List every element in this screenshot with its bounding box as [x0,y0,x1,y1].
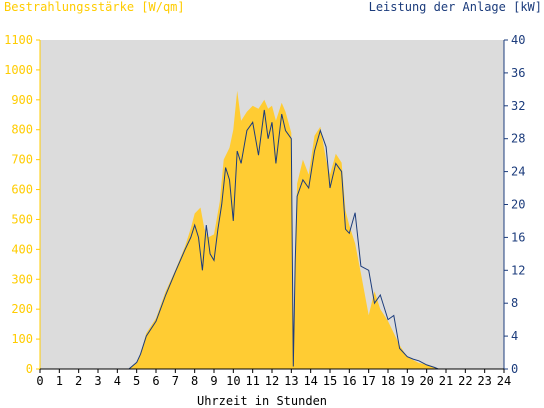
left-tick-label: 300 [11,272,33,286]
x-tick-label: 6 [152,374,159,388]
right-tick-label: 0 [511,362,518,376]
x-tick-label: 21 [439,374,453,388]
x-tick-label: 9 [210,374,217,388]
x-tick-label: 20 [419,374,433,388]
left-tick-label: 900 [11,93,33,107]
x-tick-label: 7 [172,374,179,388]
right-tick-label: 32 [511,99,525,113]
x-tick-label: 4 [114,374,121,388]
x-tick-label: 16 [342,374,356,388]
x-tick-label: 13 [284,374,298,388]
right-tick-label: 12 [511,263,525,277]
right-tick-label: 4 [511,329,518,343]
right-tick-label: 20 [511,198,525,212]
x-tick-label: 22 [458,374,472,388]
left-tick-label: 0 [26,362,33,376]
right-tick-label: 16 [511,230,525,244]
left-tick-label: 200 [11,302,33,316]
x-axis-title: Uhrzeit in Stunden [197,394,327,408]
left-tick-label: 500 [11,212,33,226]
x-tick-label: 18 [381,374,395,388]
right-tick-label: 24 [511,165,525,179]
irradiance-area [40,90,504,370]
x-tick-label: 3 [94,374,101,388]
x-tick-label: 1 [56,374,63,388]
left-tick-label: 700 [11,153,33,167]
x-tick-label: 24 [497,374,511,388]
x-tick-label: 14 [303,374,317,388]
right-tick-label: 28 [511,132,525,146]
right-axis-title: Leistung der Anlage [kW] [368,0,542,14]
x-tick-label: 12 [265,374,279,388]
left-tick-label: 800 [11,123,33,137]
x-tick-label: 5 [133,374,140,388]
left-axis-title: Bestrahlungsstärke [W/qm] [4,0,185,14]
right-tick-label: 40 [511,33,525,47]
left-tick-label: 600 [11,183,33,197]
right-tick-label: 36 [511,66,525,80]
right-tick-label: 8 [511,296,518,310]
x-tick-label: 23 [477,374,491,388]
power-line [40,109,504,370]
left-tick-label: 1100 [4,33,33,47]
x-tick-label: 2 [75,374,82,388]
x-tick-label: 17 [361,374,375,388]
left-tick-label: 100 [11,332,33,346]
left-tick-label: 1000 [4,63,33,77]
x-tick-label: 15 [323,374,337,388]
x-tick-label: 10 [226,374,240,388]
x-tick-label: 0 [36,374,43,388]
x-tick-label: 8 [191,374,198,388]
x-tick-label: 11 [245,374,259,388]
x-tick-label: 19 [400,374,414,388]
left-tick-label: 400 [11,242,33,256]
